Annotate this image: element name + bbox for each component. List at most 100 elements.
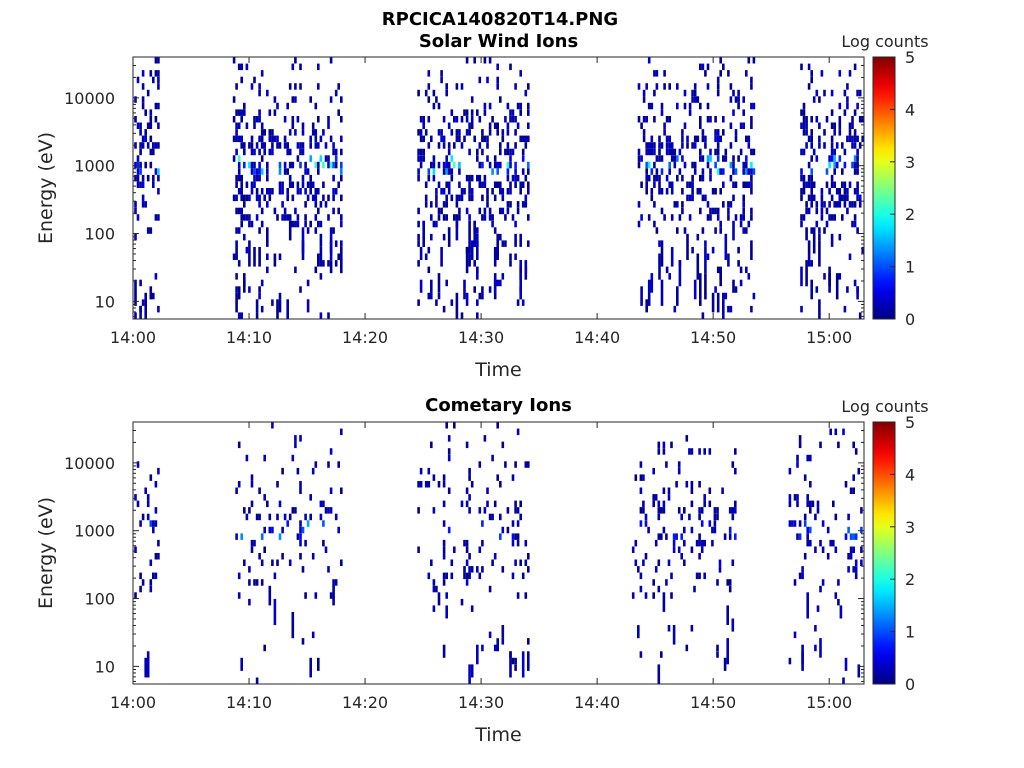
sw-cell	[734, 135, 738, 143]
sw-cell	[476, 148, 479, 156]
ci-cell	[334, 513, 338, 521]
sw-cell	[304, 168, 307, 175]
ci-cell	[146, 513, 150, 521]
ci-cell	[690, 526, 694, 534]
sw-cell	[678, 260, 682, 267]
sw-cell	[853, 214, 857, 221]
sw-cell	[417, 148, 420, 156]
ci-cell	[837, 441, 840, 449]
sw-cell	[240, 207, 243, 215]
sw-cell	[253, 181, 256, 188]
ci-cell	[826, 526, 830, 534]
ci-cell	[496, 474, 499, 481]
ci-cell	[481, 566, 484, 573]
sw-cell	[830, 148, 834, 156]
sw-cell	[483, 102, 487, 110]
sw-cell	[805, 116, 808, 123]
sw-cell	[139, 305, 142, 319]
sw-cell	[447, 227, 451, 247]
sw-cell	[340, 135, 343, 143]
sw-cell	[637, 116, 641, 123]
ci-cell	[291, 507, 295, 514]
ci-cell	[511, 520, 515, 527]
sw-cell	[476, 155, 479, 162]
sw-cell	[237, 135, 241, 143]
sw-cell	[637, 83, 641, 90]
sw-cell	[637, 148, 641, 156]
ci-cell	[527, 461, 530, 468]
ci-cell	[453, 422, 456, 429]
ci-cell	[478, 507, 482, 514]
sw-cell	[294, 220, 297, 228]
ci-cell	[819, 585, 822, 593]
sw-cell	[301, 174, 305, 182]
sw-cell	[455, 201, 459, 208]
sw-cell	[752, 168, 756, 175]
sw-cell	[337, 83, 340, 90]
sw-cell	[823, 227, 826, 234]
ci-spectrogram-cells	[134, 422, 863, 684]
sw-cell	[324, 142, 328, 149]
sw-cell	[848, 70, 852, 77]
sw-cell	[139, 129, 142, 136]
sw-cell	[807, 253, 811, 267]
ci-cell	[642, 474, 645, 481]
ci-cell	[849, 553, 853, 560]
sw-cell	[681, 129, 684, 136]
sw-cell	[501, 135, 505, 143]
sw-cell	[838, 233, 842, 241]
ci-cell	[677, 467, 681, 475]
sw-cell	[711, 292, 715, 313]
sw-cell	[450, 168, 454, 175]
ci-cell	[465, 572, 469, 580]
sw-cell	[642, 96, 646, 103]
ci-cell	[258, 513, 261, 521]
ci-cell	[294, 507, 297, 514]
sw-cell	[665, 135, 669, 143]
sw-cell	[237, 161, 241, 169]
sw-cell	[442, 188, 446, 195]
sw-cell	[157, 122, 160, 129]
sw-cell	[835, 188, 839, 195]
ci-cell	[798, 533, 802, 540]
ci-cell	[478, 461, 482, 468]
sw-cell	[835, 142, 839, 149]
sw-cell	[509, 161, 512, 169]
sw-cell	[288, 161, 292, 169]
sw-cell	[696, 96, 700, 103]
ci-cell	[276, 481, 279, 488]
sw-cell	[317, 142, 320, 149]
sw-cell	[432, 174, 436, 182]
ci-cell	[703, 494, 706, 501]
sw-cell	[853, 63, 857, 71]
sw-cell	[460, 312, 464, 319]
ci-cell	[809, 526, 812, 534]
sw-cell	[737, 260, 740, 267]
sw-cell	[340, 174, 343, 182]
ci-cell	[501, 441, 505, 449]
ci-cell	[644, 520, 648, 527]
sw-cell	[812, 96, 816, 103]
sw-cell	[810, 227, 813, 234]
ci-cell	[281, 553, 284, 560]
ci-cell	[662, 507, 666, 514]
sw-cell	[157, 188, 160, 195]
ci-cell	[430, 559, 433, 566]
sw-cell	[488, 129, 492, 136]
sw-cell	[668, 273, 671, 280]
ci-cell	[296, 467, 300, 475]
ci-cell	[332, 579, 335, 606]
ci-cell	[470, 605, 474, 612]
ci-ytick-label: 10000	[64, 454, 115, 473]
sw-cell	[691, 181, 694, 188]
sw-cell	[332, 194, 335, 202]
sw-cell	[810, 70, 813, 77]
sw-cell	[337, 109, 340, 116]
sw-cell	[509, 155, 512, 162]
ci-cell	[465, 539, 469, 547]
ci-cell	[860, 559, 863, 566]
ci-cell	[146, 494, 150, 501]
sw-cell	[820, 207, 824, 215]
